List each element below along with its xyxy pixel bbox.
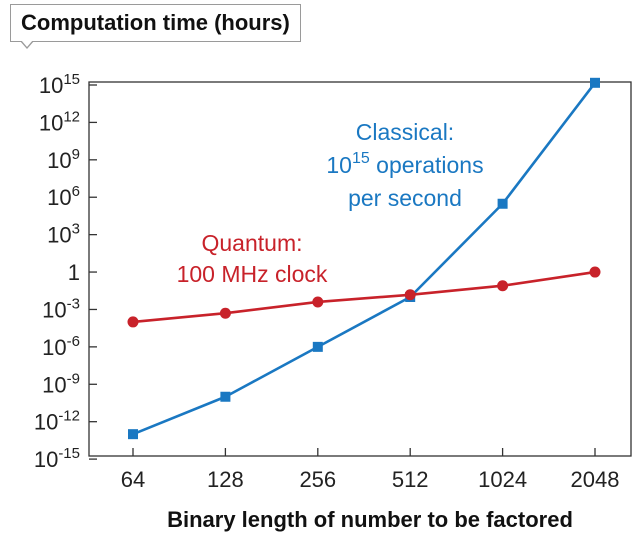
data-point-quantum	[219, 307, 231, 319]
y-tick-exponent: -6	[67, 333, 80, 350]
y-tick-label: 1	[68, 260, 80, 285]
y-tick-exponent: 3	[72, 221, 80, 238]
data-point-classical	[220, 391, 231, 402]
data-point-quantum	[127, 316, 139, 328]
data-point-quantum	[497, 280, 509, 292]
series-annotation-classical: per second	[348, 185, 462, 211]
plot-frame	[88, 81, 632, 457]
series-annotation-classical: Classical:	[356, 119, 454, 145]
x-tick-label: 128	[207, 467, 244, 492]
y-tick-label: 1012	[39, 108, 80, 135]
data-point-classical	[590, 77, 600, 88]
y-tick-base: 10	[34, 447, 58, 472]
y-tick-label: 10-9	[42, 370, 80, 397]
y-tick-base: 10	[42, 372, 66, 397]
series-annotation-quantum: Quantum:	[202, 230, 303, 256]
y-tick-base: 10	[39, 110, 63, 135]
y-tick-base: 10	[47, 223, 71, 248]
y-tick-exponent: 12	[63, 108, 80, 125]
y-tick-base: 10	[47, 148, 71, 173]
y-tick-base: 1	[68, 260, 80, 285]
data-point-classical	[312, 341, 323, 352]
data-point-classical	[128, 429, 138, 440]
y-tick-exponent: 15	[63, 71, 80, 88]
y-tick-base: 10	[34, 410, 58, 435]
x-tick-label: 512	[392, 467, 429, 492]
x-tick-label: 256	[299, 467, 336, 492]
y-tick-base: 10	[47, 185, 71, 210]
y-tick-exponent: -12	[58, 408, 80, 425]
y-tick-label: 103	[47, 221, 80, 248]
series-annotation-classical: 1015 operations	[326, 150, 483, 178]
series-line-classical	[132, 82, 597, 436]
series-annotations: Classical: 1015 operations per second Quant…	[177, 119, 484, 287]
y-tick-exponent: -15	[58, 445, 80, 462]
y-tick-base: 10	[42, 297, 66, 322]
y-tick-exponent: -9	[67, 370, 80, 387]
data-point-classical	[497, 198, 508, 209]
y-tick-label: 109	[47, 146, 80, 173]
x-axis: 64 128 256 512 1024 2048	[121, 448, 620, 492]
series-line-quantum	[132, 270, 596, 324]
y-tick-base: 10	[42, 335, 66, 360]
y-tick-label: 10-12	[34, 408, 80, 435]
series-annotation-quantum: 100 MHz clock	[177, 261, 328, 287]
y-tick-exponent: 6	[72, 183, 80, 200]
data-point-quantum	[589, 266, 601, 278]
y-tick-label: 10-15	[34, 445, 80, 472]
x-tick-label: 2048	[571, 467, 620, 492]
data-point-quantum	[312, 296, 324, 308]
y-tick-exponent: 9	[72, 146, 80, 163]
chart-title: Computation time (hours)	[10, 4, 301, 42]
y-tick-label: 106	[47, 183, 80, 210]
x-tick-label: 64	[121, 467, 145, 492]
y-tick-label: 1015	[39, 71, 80, 98]
x-axis-label: Binary length of number to be factored	[167, 507, 573, 532]
y-tick-label: 10-3	[42, 295, 80, 322]
y-tick-base: 10	[39, 73, 63, 98]
x-tick-label: 1024	[478, 467, 527, 492]
series-group	[127, 77, 601, 440]
y-tick-exponent: -3	[67, 295, 80, 312]
title-callout-pointer-fill	[21, 40, 33, 47]
y-tick-label: 10-6	[42, 333, 80, 360]
data-point-quantum	[404, 289, 416, 301]
